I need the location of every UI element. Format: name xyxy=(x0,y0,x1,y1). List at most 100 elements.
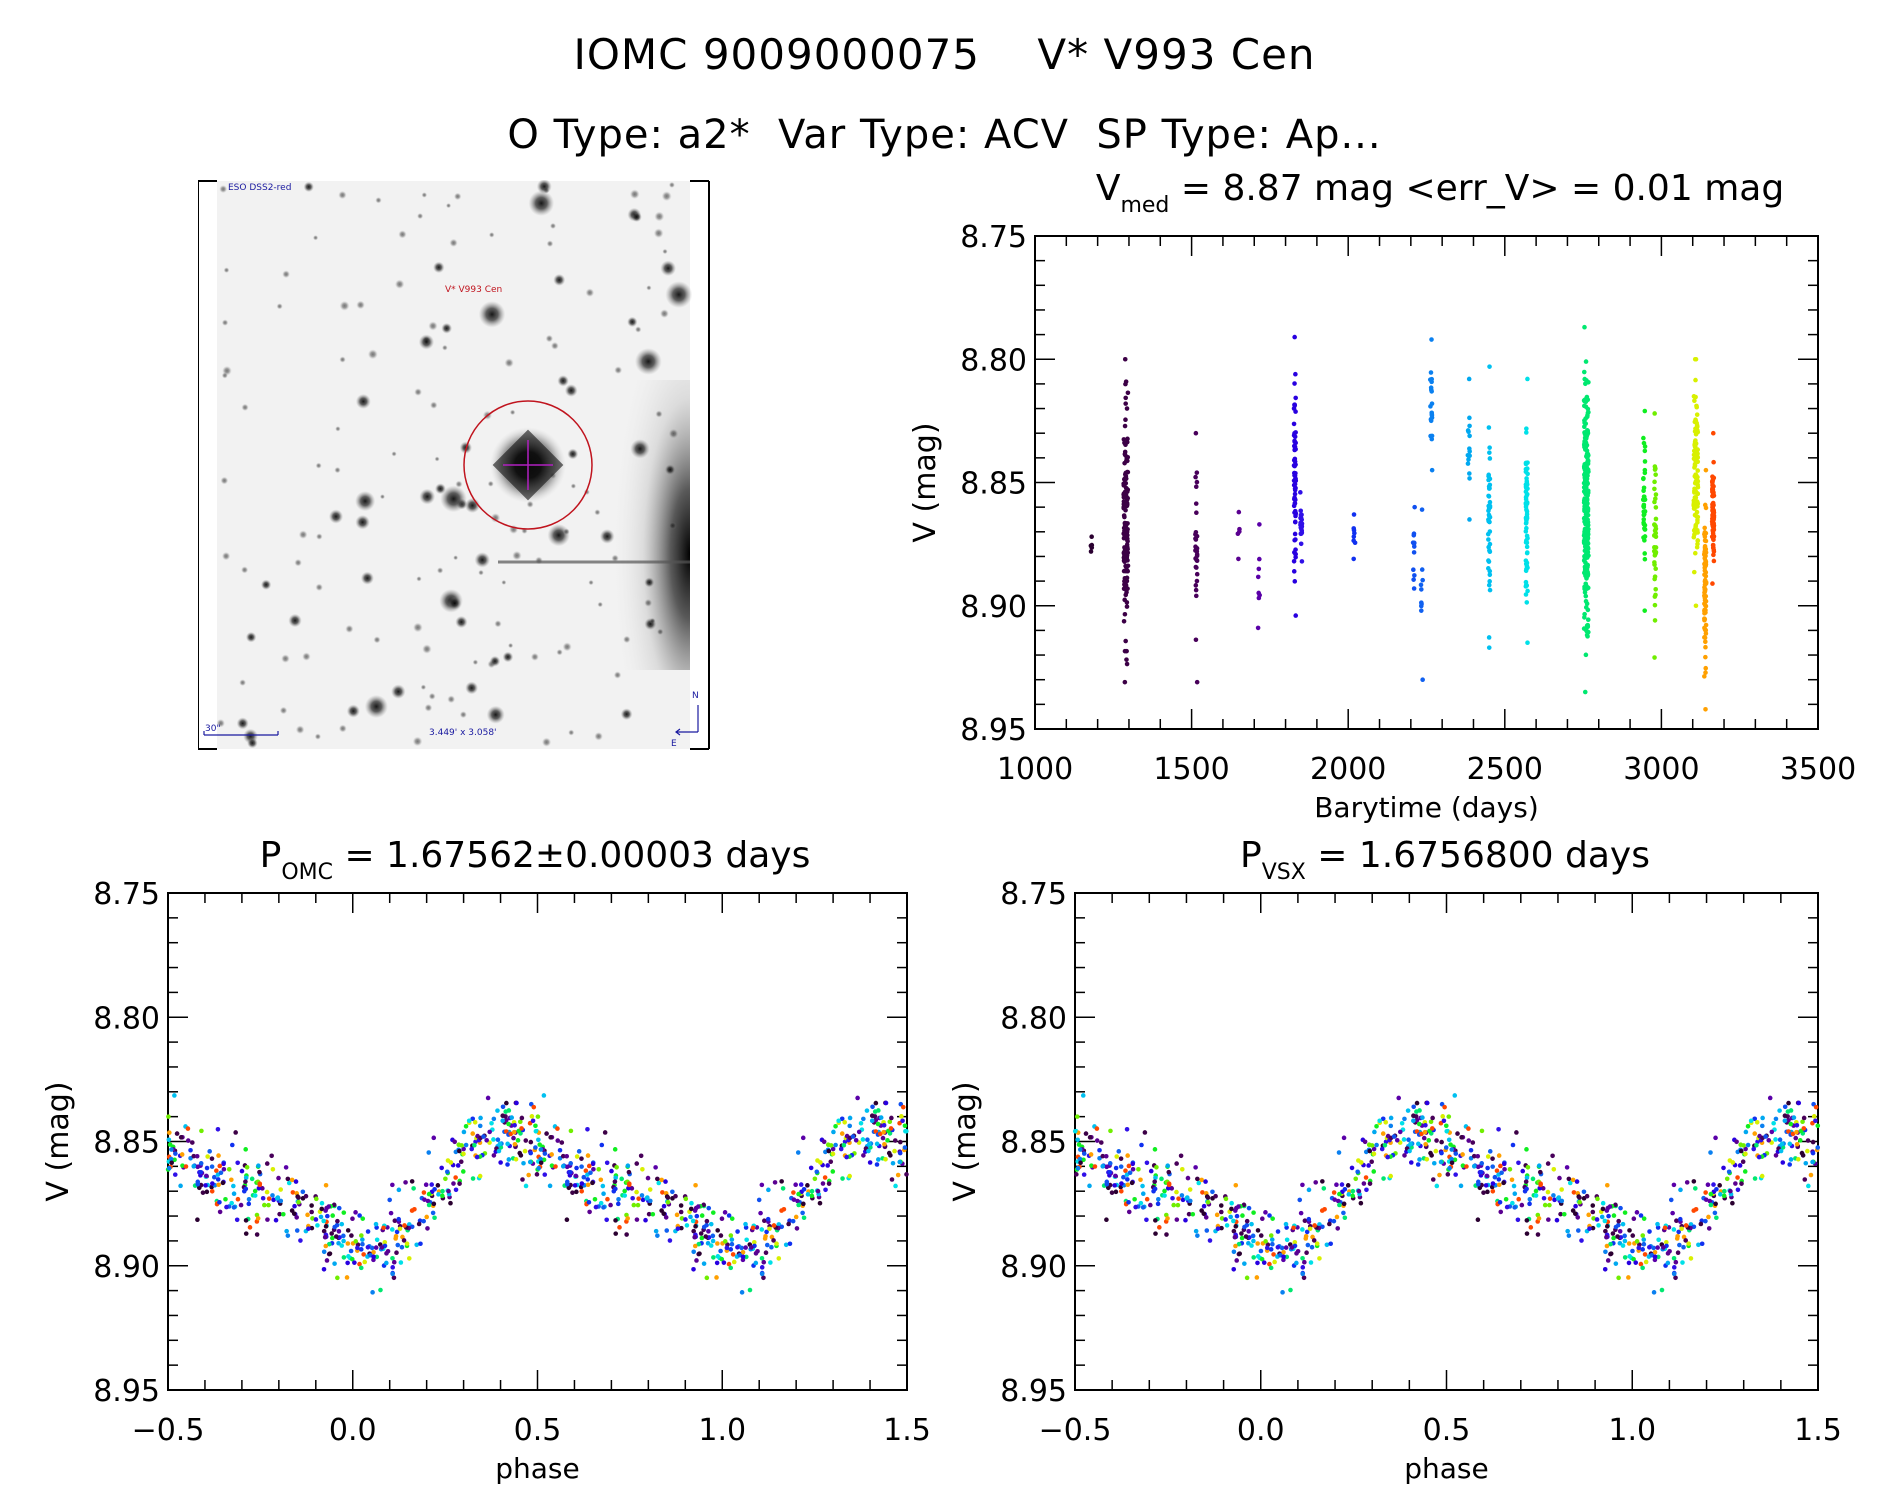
y-axis-label: V (mag) xyxy=(948,1081,983,1201)
data-point xyxy=(1428,417,1434,422)
data-point xyxy=(1653,592,1658,598)
data-point xyxy=(1524,500,1530,506)
data-point xyxy=(878,1115,884,1120)
data-point xyxy=(325,1213,330,1219)
data-point xyxy=(305,1212,310,1218)
star xyxy=(236,717,249,730)
data-point xyxy=(491,1153,497,1158)
data-point xyxy=(1229,1200,1234,1206)
star xyxy=(282,270,291,279)
star xyxy=(279,706,288,715)
data-point xyxy=(599,1142,605,1148)
data-point xyxy=(1710,430,1716,436)
data-point xyxy=(629,1186,635,1191)
data-point xyxy=(1652,486,1657,492)
data-point xyxy=(1130,1166,1136,1172)
data-point xyxy=(705,1240,711,1246)
data-point xyxy=(1193,532,1198,537)
phase-omc-title: POMC = 1.67562±0.00003 days xyxy=(259,835,811,885)
data-point xyxy=(786,1221,791,1227)
data-point xyxy=(470,1176,476,1181)
data-point xyxy=(1677,1242,1682,1248)
data-point xyxy=(1444,1128,1450,1134)
star xyxy=(394,279,405,289)
data-point xyxy=(1302,1218,1308,1223)
data-point xyxy=(390,1182,395,1188)
data-point xyxy=(1583,581,1589,587)
star xyxy=(530,652,539,661)
data-point xyxy=(278,1187,284,1192)
star xyxy=(260,579,272,590)
data-point xyxy=(1694,404,1700,410)
data-point xyxy=(1257,556,1262,562)
data-point xyxy=(341,1238,346,1244)
data-point xyxy=(1174,1189,1179,1195)
data-point xyxy=(1132,1196,1137,1202)
data-point xyxy=(1122,533,1128,538)
data-point xyxy=(1076,1142,1082,1147)
data-point xyxy=(1210,1189,1215,1195)
data-point xyxy=(1291,1225,1296,1231)
data-point xyxy=(1187,1187,1193,1192)
data-point xyxy=(1590,1203,1596,1208)
data-point xyxy=(1540,1186,1546,1191)
data-point xyxy=(1103,1153,1109,1159)
data-point xyxy=(1693,524,1698,530)
data-point xyxy=(360,1241,365,1247)
data-point xyxy=(706,1205,712,1211)
data-point xyxy=(692,1243,698,1249)
data-point xyxy=(692,1208,698,1213)
data-point xyxy=(474,1154,480,1160)
data-point xyxy=(1124,657,1129,662)
star xyxy=(335,426,341,432)
data-point xyxy=(1255,1241,1260,1246)
data-point xyxy=(728,1265,734,1271)
data-point xyxy=(358,1265,364,1271)
data-point xyxy=(1292,491,1298,497)
data-point xyxy=(697,1251,702,1256)
data-point xyxy=(1306,1187,1312,1193)
data-point xyxy=(1351,534,1357,539)
data-point xyxy=(1754,1119,1760,1125)
data-point xyxy=(1590,1209,1596,1215)
data-point xyxy=(1242,1261,1247,1266)
data-point xyxy=(370,1290,375,1295)
star xyxy=(455,480,463,488)
data-point xyxy=(544,1131,549,1136)
data-point xyxy=(349,1233,354,1238)
data-point xyxy=(1417,1157,1422,1162)
data-point xyxy=(536,1165,541,1171)
data-point xyxy=(1124,578,1130,584)
data-point xyxy=(243,1175,249,1181)
data-point xyxy=(647,1187,653,1192)
data-point xyxy=(866,1148,871,1154)
data-point xyxy=(787,1241,793,1247)
data-point xyxy=(1234,1213,1240,1219)
data-point xyxy=(1292,531,1298,537)
data-point xyxy=(1123,381,1128,387)
data-point xyxy=(1224,1223,1230,1228)
data-point xyxy=(873,1100,879,1106)
data-point xyxy=(1773,1116,1779,1122)
data-point xyxy=(1748,1118,1754,1124)
data-point xyxy=(1271,1252,1276,1257)
data-point xyxy=(869,1113,875,1119)
data-point xyxy=(1126,1163,1132,1169)
star xyxy=(502,651,514,663)
data-point xyxy=(1779,1141,1785,1147)
data-point xyxy=(1199,1177,1204,1183)
data-point xyxy=(1453,1172,1458,1177)
data-point xyxy=(309,1203,314,1208)
data-point xyxy=(399,1244,405,1250)
data-point xyxy=(1683,1238,1688,1243)
data-point xyxy=(744,1237,749,1243)
data-point xyxy=(1642,608,1648,613)
data-point xyxy=(1713,1201,1718,1207)
data-point xyxy=(1127,1170,1133,1176)
data-point xyxy=(199,1128,204,1134)
data-point xyxy=(1284,1225,1289,1230)
data-point xyxy=(635,1202,641,1208)
data-point xyxy=(1448,1142,1453,1147)
data-point xyxy=(457,1181,462,1186)
data-point xyxy=(1125,487,1131,493)
